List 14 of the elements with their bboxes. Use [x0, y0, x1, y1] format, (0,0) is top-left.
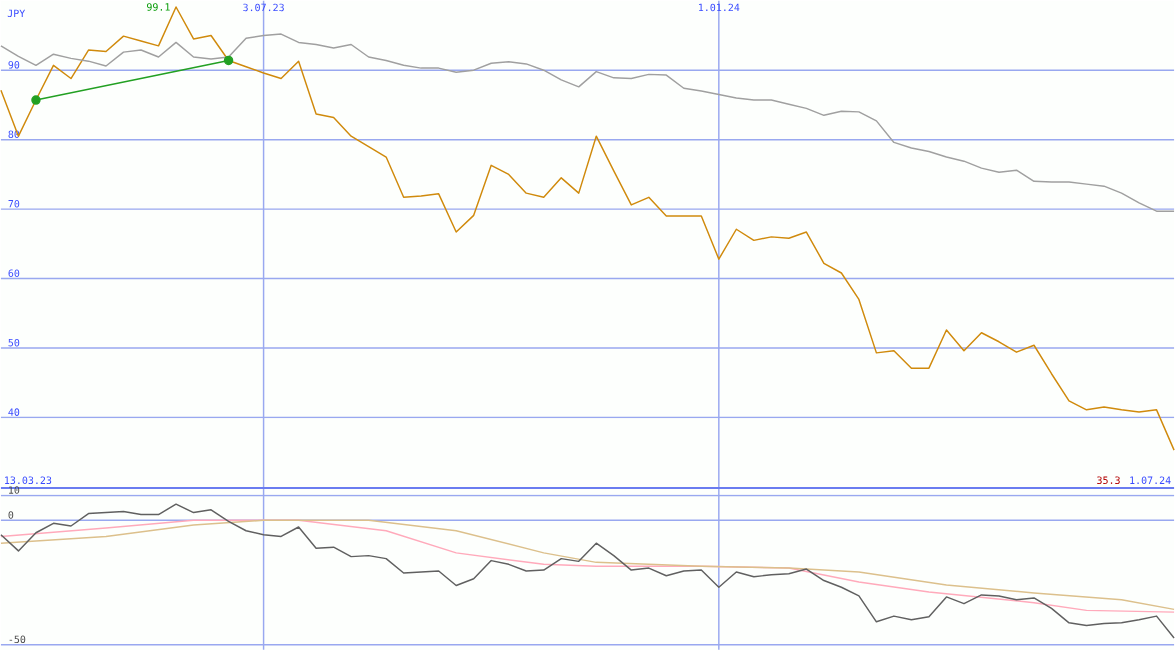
- y-tick-label: 60: [8, 269, 20, 277]
- y-tick-label: 0: [8, 510, 14, 519]
- y-tick-label: 50: [8, 338, 20, 347]
- x-tick-label: 3.07.23: [243, 3, 284, 12]
- y-tick-label: 70: [8, 199, 20, 208]
- annotation: 13.03.23: [5, 476, 52, 484]
- x-tick-label: 1.01.24: [698, 3, 740, 12]
- y-tick-label: -50: [9, 635, 26, 643]
- annotation: 99.1: [147, 3, 170, 11]
- annotation: 35.3: [1097, 476, 1120, 484]
- y-tick-label: 40: [8, 408, 20, 416]
- annotation: 1.07.24: [1130, 476, 1171, 484]
- y-axis-title: JPY: [7, 9, 26, 17]
- y-tick-label: 90: [8, 60, 20, 69]
